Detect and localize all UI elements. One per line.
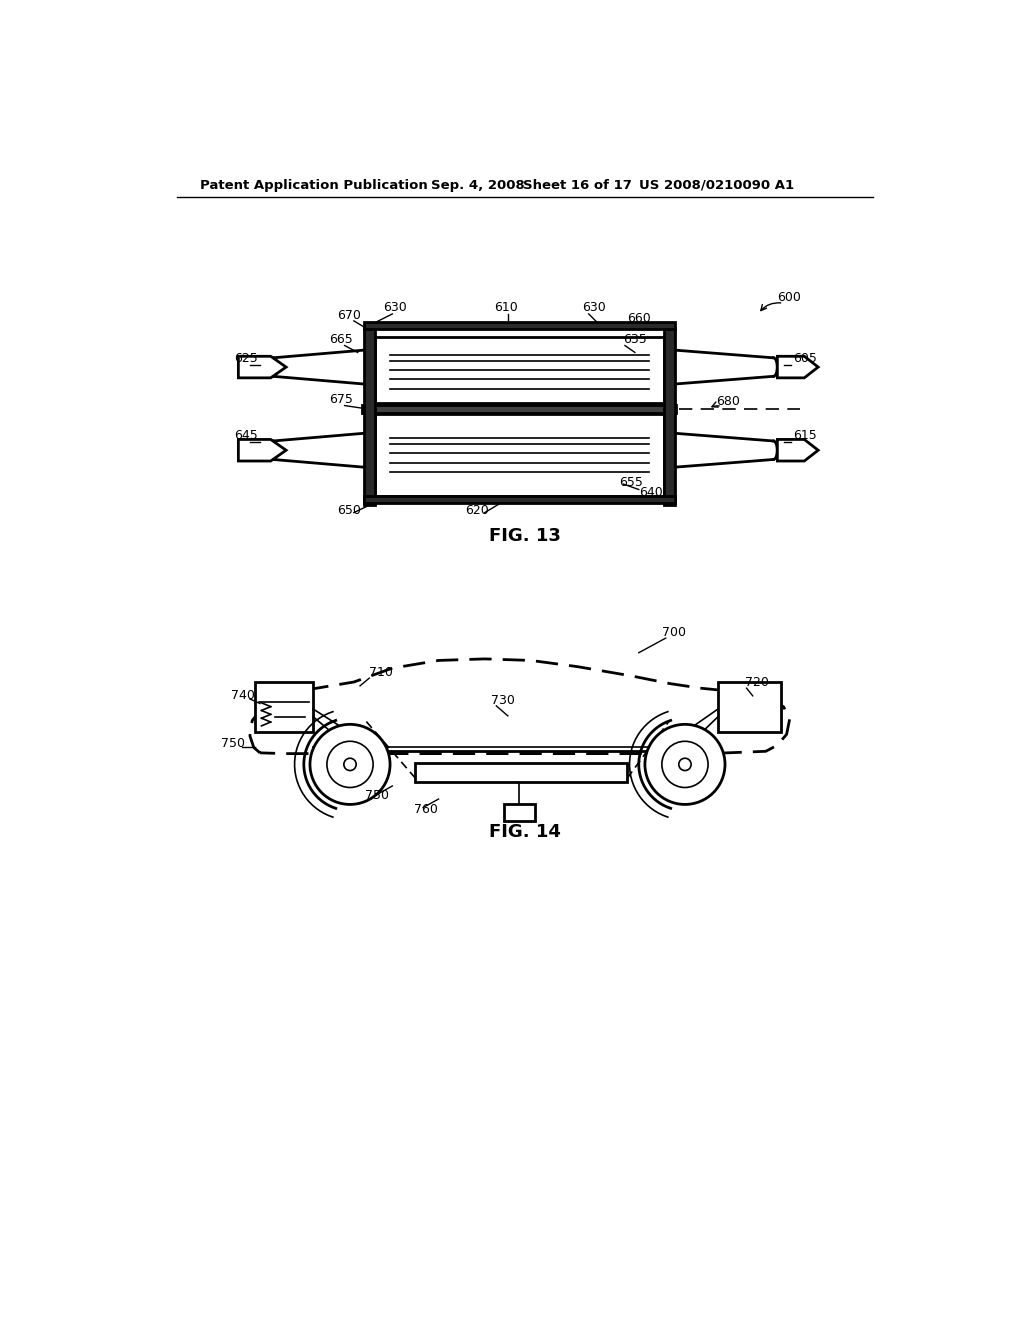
Bar xyxy=(665,327,675,506)
Text: 650: 650 xyxy=(337,504,360,517)
Text: 760: 760 xyxy=(414,803,438,816)
Circle shape xyxy=(662,742,708,788)
Bar xyxy=(255,682,313,733)
Circle shape xyxy=(327,742,373,788)
Bar xyxy=(718,682,781,733)
Text: 750: 750 xyxy=(366,789,389,803)
Text: 700: 700 xyxy=(662,626,686,639)
Bar xyxy=(364,496,675,503)
Bar xyxy=(364,322,675,330)
Text: 620: 620 xyxy=(466,504,489,517)
Text: FIG. 14: FIG. 14 xyxy=(488,824,561,841)
Text: 670: 670 xyxy=(337,309,360,322)
Circle shape xyxy=(344,758,356,771)
Circle shape xyxy=(645,725,725,804)
Bar xyxy=(375,414,665,496)
Text: Patent Application Publication: Patent Application Publication xyxy=(200,178,428,191)
Text: 615: 615 xyxy=(793,429,816,442)
FancyArrow shape xyxy=(777,356,818,378)
Text: 600: 600 xyxy=(777,290,801,304)
FancyArrow shape xyxy=(777,440,818,461)
Text: 605: 605 xyxy=(793,352,816,366)
Circle shape xyxy=(310,725,390,804)
Text: 630: 630 xyxy=(383,301,407,314)
Polygon shape xyxy=(273,350,364,384)
Text: 655: 655 xyxy=(620,475,643,488)
Text: Sep. 4, 2008: Sep. 4, 2008 xyxy=(431,178,524,191)
Text: 640: 640 xyxy=(639,486,663,499)
Text: 675: 675 xyxy=(330,393,353,407)
Text: 720: 720 xyxy=(745,676,769,689)
Text: 635: 635 xyxy=(624,333,647,346)
Text: FIG. 13: FIG. 13 xyxy=(488,527,561,545)
Circle shape xyxy=(679,758,691,771)
Text: 680: 680 xyxy=(716,395,739,408)
Bar xyxy=(504,804,535,821)
Text: US 2008/0210090 A1: US 2008/0210090 A1 xyxy=(639,178,794,191)
Text: 710: 710 xyxy=(370,665,393,678)
Text: 750: 750 xyxy=(221,738,246,751)
Bar xyxy=(416,763,628,781)
FancyArrow shape xyxy=(239,356,286,378)
FancyArrow shape xyxy=(239,440,286,461)
Text: 665: 665 xyxy=(330,333,353,346)
Polygon shape xyxy=(273,433,364,467)
Text: 625: 625 xyxy=(234,352,258,366)
Polygon shape xyxy=(675,350,773,384)
Polygon shape xyxy=(675,433,773,467)
Bar xyxy=(375,337,665,404)
Text: 660: 660 xyxy=(628,312,651,325)
Text: 730: 730 xyxy=(490,693,515,706)
Text: 630: 630 xyxy=(582,301,605,314)
Text: 610: 610 xyxy=(494,301,518,314)
Text: 740: 740 xyxy=(230,689,255,702)
Bar xyxy=(362,405,677,412)
Text: Sheet 16 of 17: Sheet 16 of 17 xyxy=(523,178,632,191)
Text: 645: 645 xyxy=(234,429,258,442)
Bar xyxy=(364,327,375,506)
